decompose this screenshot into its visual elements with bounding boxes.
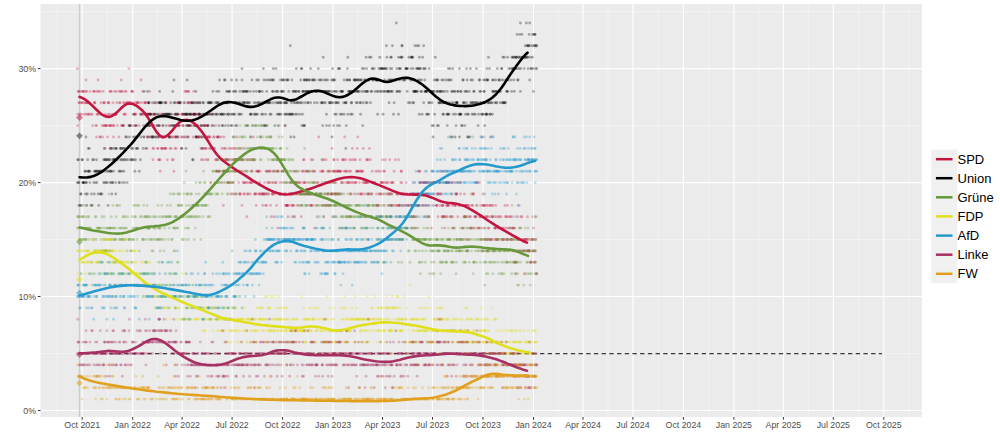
svg-text:Oct 2023: Oct 2023 (465, 420, 501, 430)
svg-text:Jul 2022: Jul 2022 (215, 420, 248, 430)
svg-text:FDP: FDP (958, 209, 984, 224)
svg-text:Jul 2024: Jul 2024 (616, 420, 649, 430)
svg-text:SPD: SPD (958, 152, 985, 167)
svg-text:Linke: Linke (958, 247, 989, 262)
svg-text:Jul 2023: Jul 2023 (416, 420, 449, 430)
svg-text:Oct 2024: Oct 2024 (666, 420, 702, 430)
svg-text:Jan 2022: Jan 2022 (115, 420, 151, 430)
svg-text:Jan 2024: Jan 2024 (515, 420, 551, 430)
svg-text:Oct 2021: Oct 2021 (64, 420, 100, 430)
svg-text:Jul 2025: Jul 2025 (817, 420, 850, 430)
svg-text:AfD: AfD (958, 228, 980, 243)
svg-text:Oct 2025: Oct 2025 (866, 420, 902, 430)
svg-text:Jan 2025: Jan 2025 (716, 420, 752, 430)
svg-text:Apr 2025: Apr 2025 (766, 420, 802, 430)
svg-text:10%: 10% (18, 292, 36, 302)
svg-text:Jan 2023: Jan 2023 (315, 420, 351, 430)
svg-text:30%: 30% (18, 64, 36, 74)
svg-text:FW: FW (958, 266, 979, 281)
svg-text:Oct 2022: Oct 2022 (265, 420, 301, 430)
svg-text:20%: 20% (18, 178, 36, 188)
svg-text:Apr 2024: Apr 2024 (565, 420, 601, 430)
svg-text:Union: Union (958, 171, 992, 186)
svg-text:Apr 2022: Apr 2022 (164, 420, 200, 430)
svg-text:Apr 2023: Apr 2023 (365, 420, 401, 430)
svg-text:Grüne: Grüne (958, 190, 994, 205)
svg-text:0%: 0% (23, 406, 36, 416)
